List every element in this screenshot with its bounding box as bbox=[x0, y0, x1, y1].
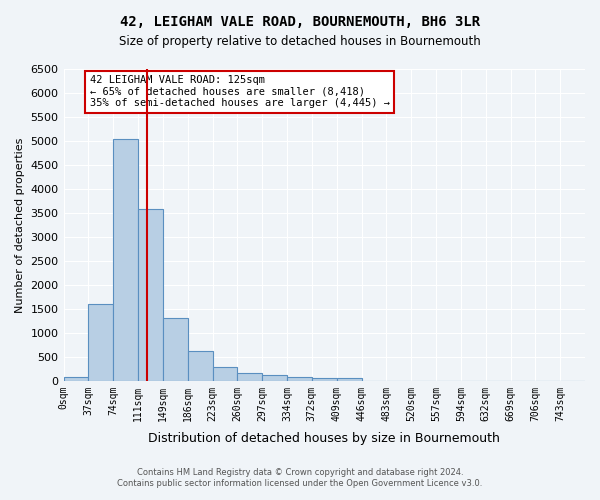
Bar bbox=[138, 209, 163, 381]
Bar bbox=[312, 378, 337, 381]
Text: Size of property relative to detached houses in Bournemouth: Size of property relative to detached ho… bbox=[119, 35, 481, 48]
Y-axis label: Number of detached properties: Number of detached properties bbox=[15, 137, 25, 312]
Bar bbox=[212, 366, 238, 381]
Bar bbox=[238, 373, 262, 381]
Bar bbox=[337, 378, 362, 381]
Bar bbox=[88, 304, 113, 381]
Bar bbox=[188, 351, 212, 381]
Bar bbox=[287, 377, 312, 381]
Text: 42 LEIGHAM VALE ROAD: 125sqm
← 65% of detached houses are smaller (8,418)
35% of: 42 LEIGHAM VALE ROAD: 125sqm ← 65% of de… bbox=[89, 75, 389, 108]
X-axis label: Distribution of detached houses by size in Bournemouth: Distribution of detached houses by size … bbox=[148, 432, 500, 445]
Bar bbox=[113, 138, 138, 381]
Bar bbox=[64, 377, 88, 381]
Text: 42, LEIGHAM VALE ROAD, BOURNEMOUTH, BH6 3LR: 42, LEIGHAM VALE ROAD, BOURNEMOUTH, BH6 … bbox=[120, 15, 480, 29]
Text: Contains HM Land Registry data © Crown copyright and database right 2024.
Contai: Contains HM Land Registry data © Crown c… bbox=[118, 468, 482, 487]
Bar bbox=[163, 318, 188, 381]
Bar bbox=[262, 374, 287, 381]
